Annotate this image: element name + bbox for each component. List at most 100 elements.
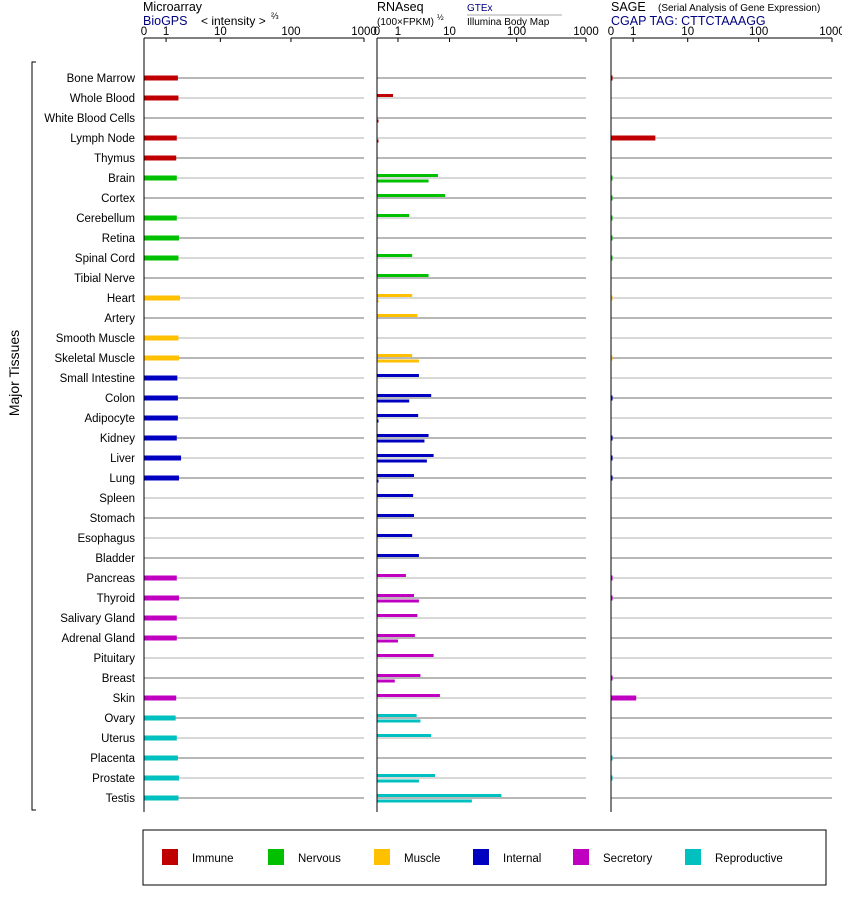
sage-bar bbox=[611, 775, 613, 781]
sage-subtitle: (Serial Analysis of Gene Expression) bbox=[658, 3, 820, 14]
microarray-bar bbox=[144, 75, 178, 81]
legend-item: Immune bbox=[162, 849, 234, 865]
sage-tag: CGAP TAG: CTTCTAAAGG bbox=[611, 14, 766, 28]
sage-bar bbox=[611, 755, 613, 761]
rnaseq-gtex-bar bbox=[377, 374, 419, 377]
tissue-label: Stomach bbox=[90, 513, 135, 525]
rnaseq-gtex-bar bbox=[377, 214, 410, 217]
sage-bar bbox=[611, 235, 613, 241]
sage-title: SAGE bbox=[611, 0, 646, 14]
microarray-bar bbox=[144, 475, 179, 481]
tissue-label: Bladder bbox=[95, 553, 135, 565]
rnaseq-gtex-bar bbox=[377, 574, 406, 577]
legend-label: Immune bbox=[192, 853, 234, 865]
x-tick-label: 0 bbox=[374, 26, 380, 38]
sage-bar bbox=[611, 195, 613, 201]
legend-swatch bbox=[473, 849, 489, 865]
rnaseq-gtex-bar bbox=[377, 594, 415, 597]
microarray-bar bbox=[144, 715, 176, 721]
microarray-source: BioGPS bbox=[143, 14, 187, 28]
sage-bar bbox=[611, 435, 613, 441]
rnaseq-gtex-bar bbox=[377, 794, 502, 797]
microarray-unit-exp: ⅔ bbox=[271, 11, 279, 21]
legend: Immune Nervous Muscle Internal Secretory Repr… bbox=[162, 849, 783, 865]
tissue-label: Testis bbox=[106, 793, 136, 805]
legend-swatch bbox=[268, 849, 284, 865]
tissue-label: Kidney bbox=[100, 433, 135, 445]
tissue-label: Prostate bbox=[92, 773, 135, 785]
rnaseq-gtex-bar bbox=[377, 634, 415, 637]
x-tick-label: 10 bbox=[681, 26, 694, 38]
rnaseq-ibm-bar bbox=[377, 359, 419, 363]
tissue-label: Skin bbox=[113, 693, 135, 705]
tissue-label: Smooth Muscle bbox=[56, 333, 135, 345]
tissue-label: Spinal Cord bbox=[75, 253, 135, 265]
microarray-bar bbox=[144, 95, 179, 101]
sage-bar bbox=[611, 175, 613, 181]
legend-box bbox=[142, 829, 827, 886]
rnaseq-gtex-bar bbox=[377, 454, 434, 457]
tissue-label: Tibial Nerve bbox=[74, 273, 135, 285]
sage-bar bbox=[611, 575, 613, 581]
tissue-label: Artery bbox=[104, 313, 135, 325]
legend-item: Muscle bbox=[374, 849, 440, 865]
tissue-label: Cortex bbox=[101, 193, 135, 205]
rnaseq-source-gtex: GTEx bbox=[467, 3, 493, 14]
rnaseq-gtex-bar bbox=[377, 514, 415, 517]
x-tick-label: 100 bbox=[507, 26, 526, 38]
rnaseq-gtex-bar bbox=[377, 774, 435, 777]
tissue-label: Colon bbox=[105, 393, 135, 405]
microarray-unit: < intensity > bbox=[201, 14, 266, 28]
rnaseq-gtex-bar bbox=[377, 394, 432, 397]
x-tick-label: 1000 bbox=[819, 26, 842, 38]
tissue-label: Retina bbox=[102, 233, 136, 245]
legend-swatch bbox=[374, 849, 390, 865]
bar-layer bbox=[144, 75, 656, 803]
legend-swatch bbox=[162, 849, 178, 865]
rnaseq-source-ibm: Illumina Body Map bbox=[467, 17, 550, 28]
rnaseq-ibm-bar bbox=[377, 439, 425, 443]
rnaseq-gtex-bar bbox=[377, 734, 432, 737]
tissue-label: Heart bbox=[107, 293, 136, 305]
sage-bar bbox=[611, 455, 613, 461]
microarray-bar bbox=[144, 155, 177, 161]
rnaseq-gtex-bar bbox=[377, 654, 434, 657]
rnaseq-gtex-bar bbox=[377, 674, 421, 677]
microarray-bar bbox=[144, 695, 177, 701]
rnaseq-gtex-bar bbox=[377, 174, 438, 177]
sage-bar bbox=[611, 75, 613, 81]
sage-bar bbox=[611, 135, 656, 141]
legend-item: Reproductive bbox=[685, 849, 783, 865]
rnaseq-unit: (100×FPKM) bbox=[377, 17, 434, 28]
microarray-bar bbox=[144, 635, 177, 641]
tissue-label: Whole Blood bbox=[70, 93, 135, 105]
tissue-label: Lymph Node bbox=[70, 133, 135, 145]
rnaseq-ibm-bar bbox=[377, 399, 410, 403]
sage-header: SAGE (Serial Analysis of Gene Expression… bbox=[611, 0, 820, 28]
rnaseq-ibm-bar bbox=[377, 459, 427, 463]
rnaseq-header: RNAseq (100×FPKM) ½ GTEx Illumina Body M… bbox=[377, 0, 562, 28]
x-tick-label: 0 bbox=[141, 26, 147, 38]
microarray-bar bbox=[144, 415, 178, 421]
legend-item: Nervous bbox=[268, 849, 341, 865]
tissue-label: Ovary bbox=[104, 713, 135, 725]
x-tick-label: 10 bbox=[443, 26, 456, 38]
x-tick-label: 1 bbox=[395, 26, 401, 38]
sage-bar bbox=[611, 355, 613, 361]
sage-bar bbox=[611, 395, 613, 401]
x-tick-label: 1 bbox=[163, 26, 169, 38]
microarray-bar bbox=[144, 235, 179, 241]
legend-label: Muscle bbox=[404, 853, 440, 865]
legend-label: Internal bbox=[503, 853, 541, 865]
rnaseq-gtex-bar bbox=[377, 274, 429, 277]
rnaseq-gtex-bar bbox=[377, 494, 414, 497]
tissue-label: Thyroid bbox=[97, 593, 135, 605]
x-tick-label: 1 bbox=[630, 26, 636, 38]
tissue-label: Brain bbox=[108, 173, 135, 185]
sage-bar bbox=[611, 595, 613, 601]
rnaseq-ibm-bar bbox=[377, 299, 379, 303]
tissue-label: White Blood Cells bbox=[44, 113, 135, 125]
microarray-bar bbox=[144, 175, 177, 181]
rnaseq-gtex-bar bbox=[377, 94, 394, 97]
